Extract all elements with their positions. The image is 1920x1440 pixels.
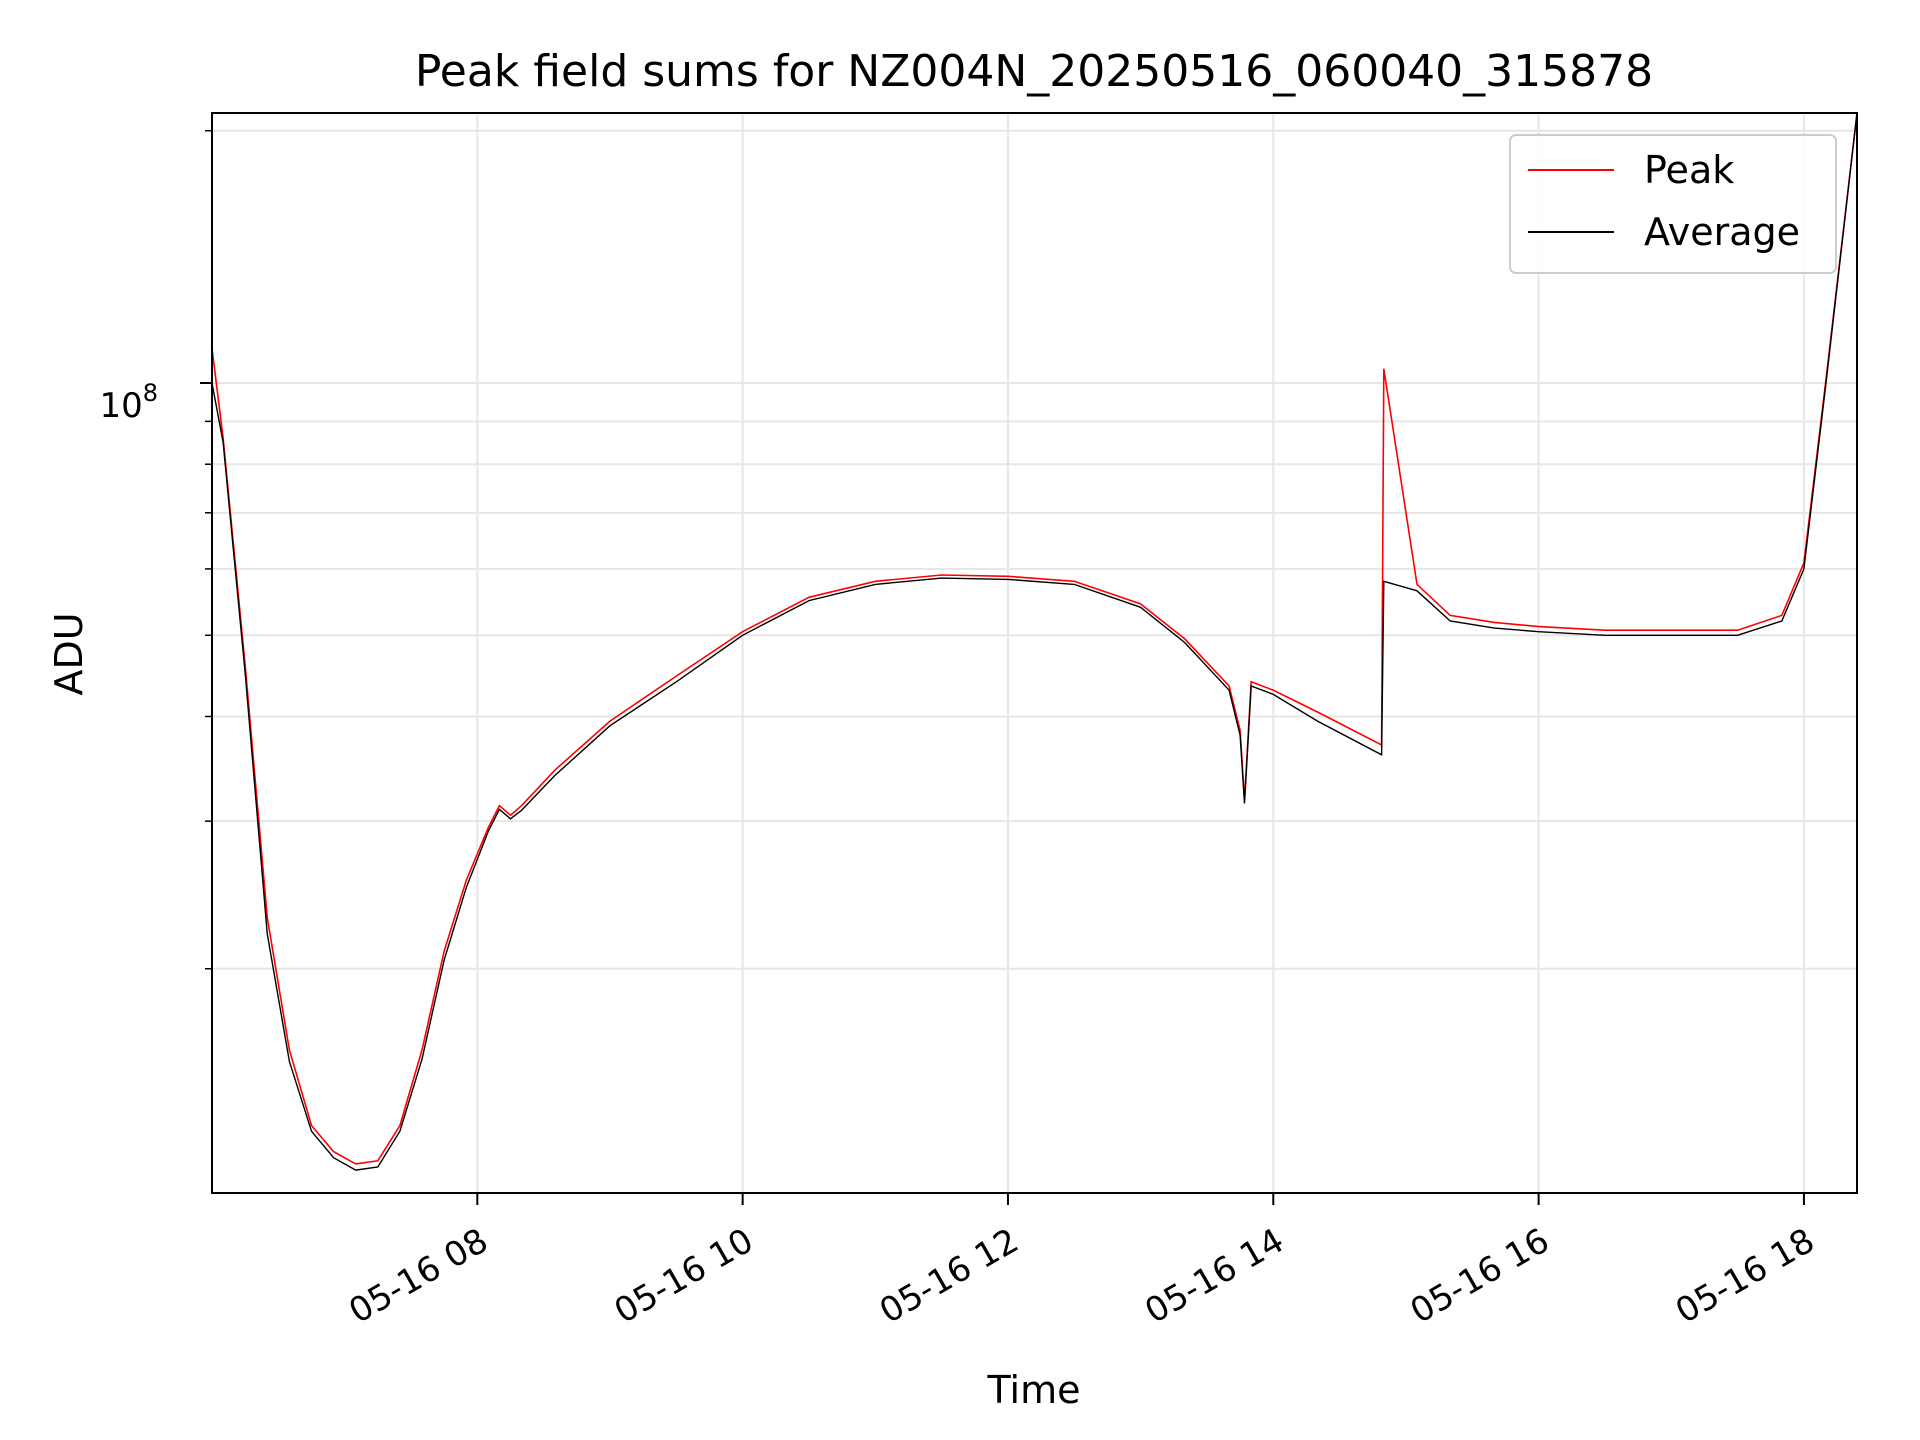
y-tick-label-1e8: 108 <box>99 379 158 426</box>
legend: Peak Average <box>1509 134 1837 274</box>
legend-label-peak: Peak <box>1644 148 1734 192</box>
average-series-line <box>211 112 1858 1171</box>
grid-lines <box>212 113 1857 1193</box>
plot-lines <box>211 112 1858 1171</box>
x-tick-label: 05-16 16 <box>1404 1221 1556 1332</box>
chart-title: Peak field sums for NZ004N_20250516_0600… <box>415 46 1653 97</box>
plot-frame <box>211 112 1858 1194</box>
x-tick-label: 05-16 12 <box>873 1221 1025 1332</box>
y-tick-exponent: 8 <box>143 379 158 407</box>
x-tick-label: 05-16 10 <box>608 1221 760 1332</box>
legend-label-average: Average <box>1644 210 1800 254</box>
axis-ticks: 05-16 08 05-16 10 05-16 12 05-16 14 05-16 16… <box>200 130 1821 1332</box>
x-tick-label: 05-16 18 <box>1669 1221 1821 1332</box>
x-tick-label: 05-16 14 <box>1138 1221 1290 1332</box>
x-axis-label: Time <box>987 1368 1081 1412</box>
peak-series-line <box>211 112 1858 1165</box>
y-axis-label: ADU <box>47 612 91 695</box>
x-tick-label: 05-16 08 <box>342 1221 494 1332</box>
y-tick-base: 10 <box>99 386 142 426</box>
